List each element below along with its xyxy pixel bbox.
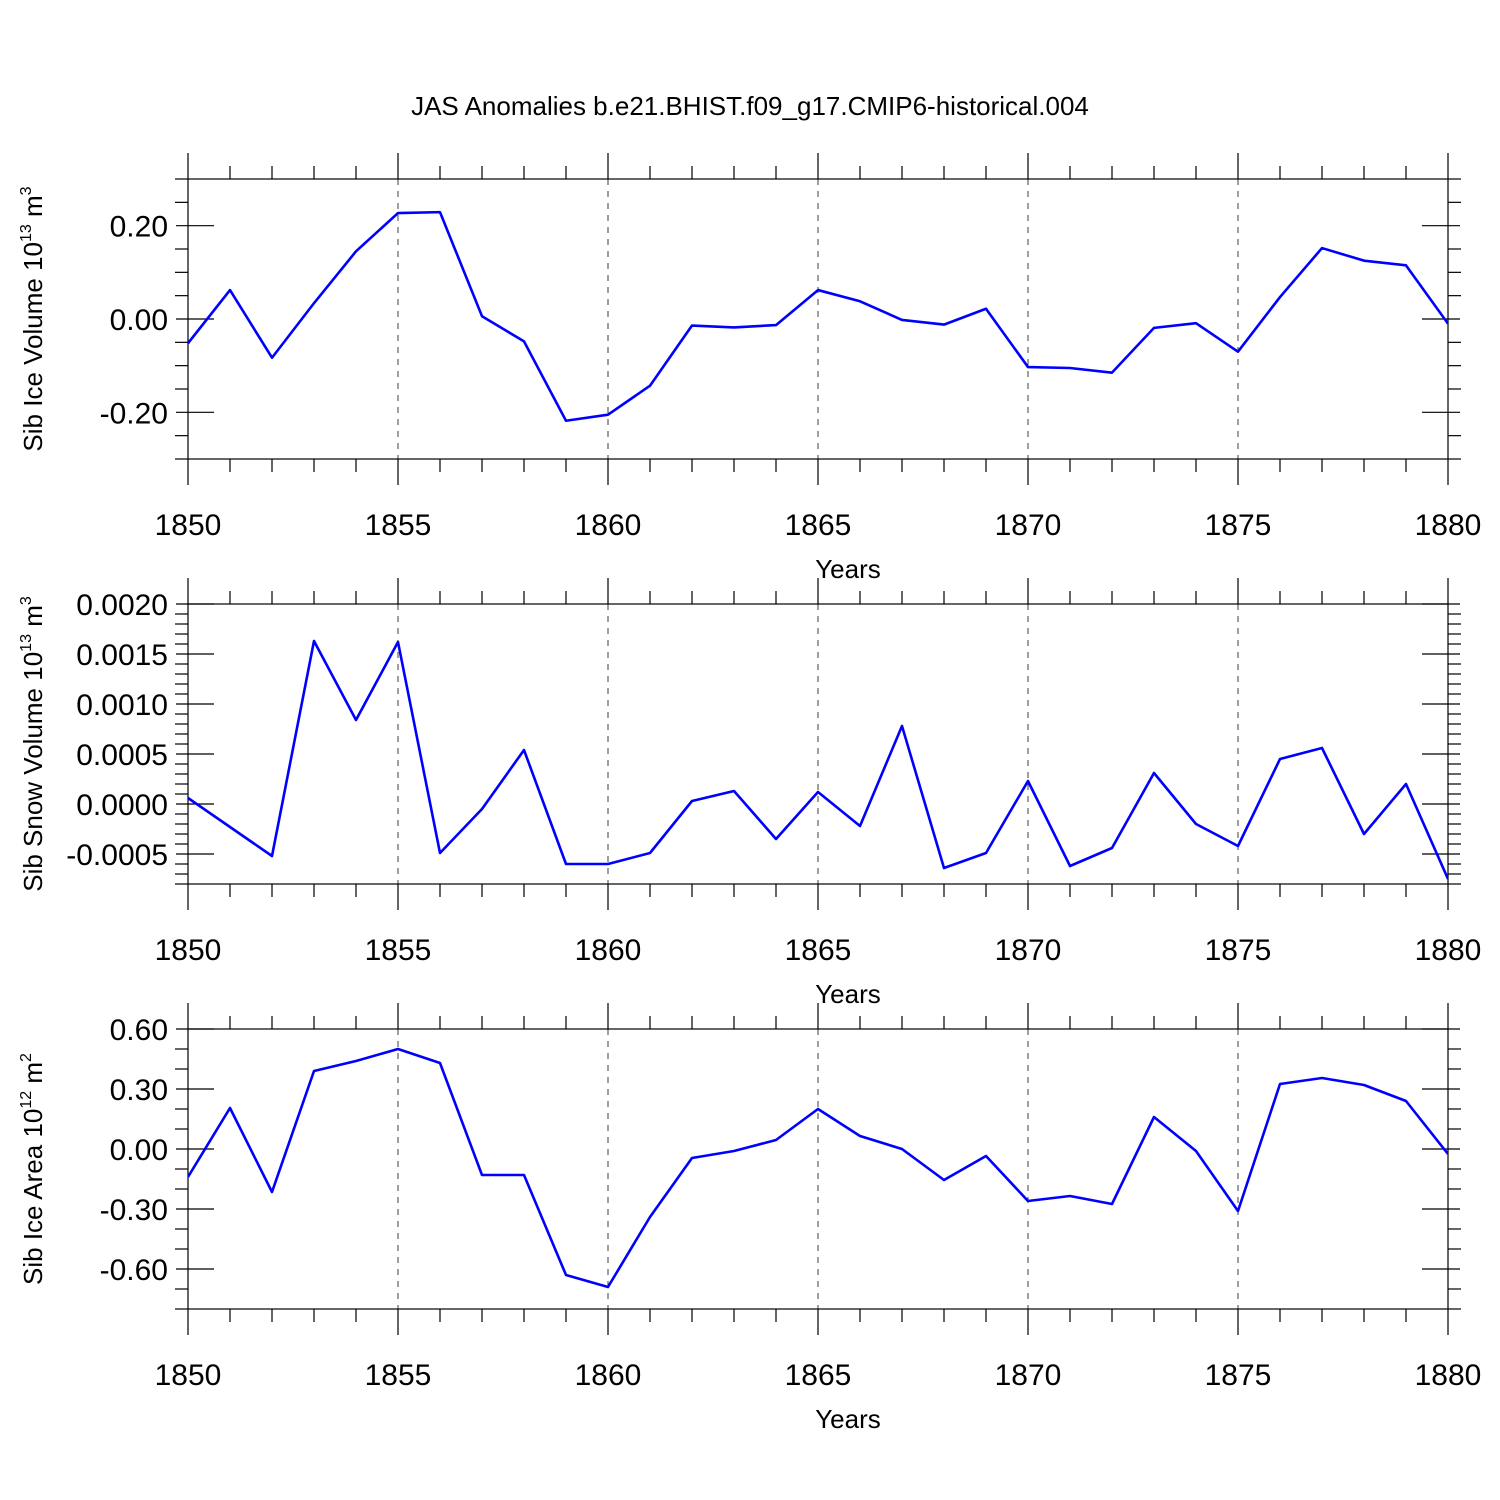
y-tick-label: 0.60	[110, 1014, 168, 1047]
y-tick-label: 0.00	[110, 1134, 168, 1167]
x-tick-label: 1875	[1205, 1359, 1272, 1392]
x-tick-label: 1870	[995, 509, 1062, 542]
series-line-ice-volume	[188, 210, 1448, 423]
series-line-ice-area	[188, 1047, 1448, 1289]
y-tick-label: 0.0020	[76, 589, 168, 622]
y-tick-label: -0.60	[100, 1254, 168, 1287]
y-axis-title-unit: m	[18, 605, 48, 634]
y-tick-label: 0.0010	[76, 689, 168, 722]
x-tick-label: 1880	[1415, 934, 1482, 967]
panel-ice-area: -0.60 -0.30 0.00 0.30 0.60 1850 1855 1860 1865 18…	[18, 1003, 1481, 1434]
y-axis-title-unit: m	[18, 195, 48, 224]
x-tick-label: 1860	[575, 934, 642, 967]
x-tick-label: 1880	[1415, 509, 1482, 542]
x-tick-label: 1850	[155, 934, 222, 967]
y-axis-title-exp: 13	[18, 634, 35, 652]
y-axis-title: Sib Snow Volume 1013 m3	[18, 596, 48, 892]
x-axis-title: Years	[815, 1404, 881, 1434]
y-axis-title-unit: m	[18, 1062, 48, 1091]
x-tick-label: 1855	[365, 934, 432, 967]
panel-snow-volume: -0.0005 0.0000 0.0005 0.0010 0.0015 0.0020 185…	[18, 578, 1481, 1009]
y-tick-label: 0.20	[110, 211, 168, 244]
x-tick-label: 1855	[365, 1359, 432, 1392]
panel-ice-volume: -0.20 0.00 0.20 1850 1855 1860 1865 1870 1875 188…	[18, 153, 1481, 584]
x-tick-label: 1870	[995, 934, 1062, 967]
y-axis-title-base: Sib Snow Volume 10	[18, 652, 48, 892]
x-tick-label: 1860	[575, 509, 642, 542]
y-axis-title-unit-exp: 2	[18, 1053, 35, 1062]
x-tick-label: 1875	[1205, 934, 1272, 967]
y-axis-title: Sib Ice Volume 1013 m3	[18, 186, 48, 451]
y-tick-label: 0.00	[110, 304, 168, 337]
y-tick-label: -0.20	[100, 397, 168, 430]
y-tick-label: 0.30	[110, 1074, 168, 1107]
x-tick-label: 1850	[155, 1359, 222, 1392]
y-axis-title-unit-exp: 3	[18, 596, 35, 605]
x-tick-label: 1855	[365, 509, 432, 542]
x-axis-title: Years	[815, 554, 881, 584]
y-axis-title-base: Sib Ice Volume 10	[18, 242, 48, 452]
figure-title: JAS Anomalies b.e21.BHIST.f09_g17.CMIP6-…	[411, 91, 1089, 121]
y-tick-label: -0.0005	[66, 839, 168, 872]
x-tick-label: 1850	[155, 509, 222, 542]
y-axis-title-exp: 13	[18, 224, 35, 242]
y-axis-title: Sib Ice Area 1012 m2	[18, 1053, 48, 1285]
x-tick-label: 1865	[785, 934, 852, 967]
y-axis-title-base: Sib Ice Area 10	[18, 1109, 48, 1285]
x-tick-label: 1870	[995, 1359, 1062, 1392]
y-tick-label: 0.0015	[76, 639, 168, 672]
x-tick-label: 1875	[1205, 509, 1272, 542]
x-tick-label: 1880	[1415, 1359, 1482, 1392]
y-axis-title-exp: 12	[18, 1091, 35, 1109]
y-tick-label: -0.30	[100, 1194, 168, 1227]
series-line-snow-volume	[188, 639, 1448, 880]
y-tick-label: 0.0000	[76, 789, 168, 822]
x-tick-label: 1865	[785, 509, 852, 542]
x-axis-title: Years	[815, 979, 881, 1009]
y-tick-label: 0.0005	[76, 739, 168, 772]
x-tick-label: 1860	[575, 1359, 642, 1392]
panels: -0.20 0.00 0.20 1850 1855 1860 1865 1870 1875 188…	[18, 153, 1481, 1434]
y-axis-title-unit-exp: 3	[18, 186, 35, 195]
x-tick-label: 1865	[785, 1359, 852, 1392]
